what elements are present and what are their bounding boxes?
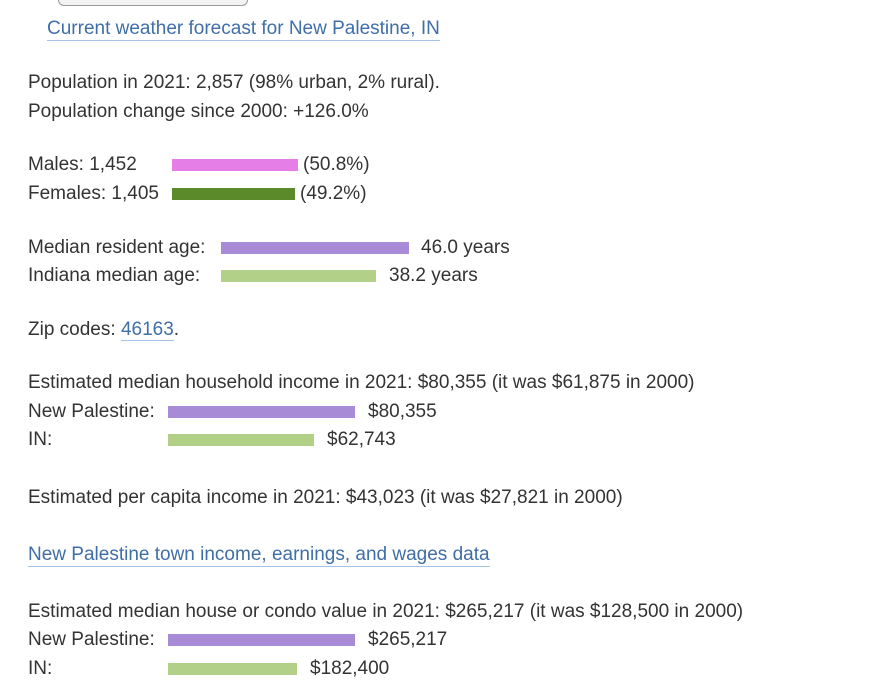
population-change-text: Population change since 2000: +126.0% bbox=[28, 101, 369, 122]
household-income-place-value: $80,355 bbox=[368, 401, 437, 422]
house-value-place-label: New Palestine: bbox=[28, 629, 155, 650]
state-age-label: Indiana median age: bbox=[28, 265, 201, 286]
males-bar bbox=[172, 159, 298, 171]
household-income-place-label: New Palestine: bbox=[28, 401, 155, 422]
household-income-headline: Estimated median household income in 202… bbox=[28, 372, 695, 393]
median-age-label: Median resident age: bbox=[28, 237, 206, 258]
state-age-value: 38.2 years bbox=[389, 265, 478, 286]
house-value-state-value: $182,400 bbox=[310, 658, 390, 679]
males-percent: (50.8%) bbox=[303, 154, 370, 175]
zip-codes-row: Zip codes: 46163. bbox=[28, 319, 179, 341]
population-text: Population in 2021: 2,857 (98% urban, 2%… bbox=[28, 72, 440, 93]
forecast-link[interactable]: Current weather forecast for New Palesti… bbox=[47, 18, 440, 41]
house-value-state-label: IN: bbox=[28, 658, 53, 679]
house-value-place-bar bbox=[168, 634, 355, 646]
state-age-bar bbox=[221, 270, 376, 282]
females-bar bbox=[172, 188, 295, 200]
females-label: Females: 1,405 bbox=[28, 183, 159, 204]
per-capita-income-headline: Estimated per capita income in 2021: $43… bbox=[28, 487, 623, 508]
household-income-state-value: $62,743 bbox=[327, 429, 396, 450]
household-income-state-bar bbox=[168, 434, 314, 446]
house-value-state-bar bbox=[168, 663, 297, 675]
wages-data-link[interactable]: New Palestine town income, earnings, and… bbox=[28, 544, 490, 567]
males-label: Males: 1,452 bbox=[28, 154, 137, 175]
median-age-bar bbox=[221, 242, 409, 254]
household-income-state-label: IN: bbox=[28, 429, 53, 450]
zip-codes-label: Zip codes: bbox=[28, 319, 116, 340]
zip-code-link[interactable]: 46163 bbox=[120, 319, 174, 341]
house-value-headline: Estimated median house or condo value in… bbox=[28, 601, 744, 622]
top-button[interactable] bbox=[58, 0, 248, 6]
zip-codes-period: . bbox=[173, 319, 180, 340]
females-percent: (49.2%) bbox=[300, 183, 367, 204]
median-age-value: 46.0 years bbox=[421, 237, 510, 258]
house-value-place-value: $265,217 bbox=[368, 629, 448, 650]
household-income-place-bar bbox=[168, 406, 355, 418]
